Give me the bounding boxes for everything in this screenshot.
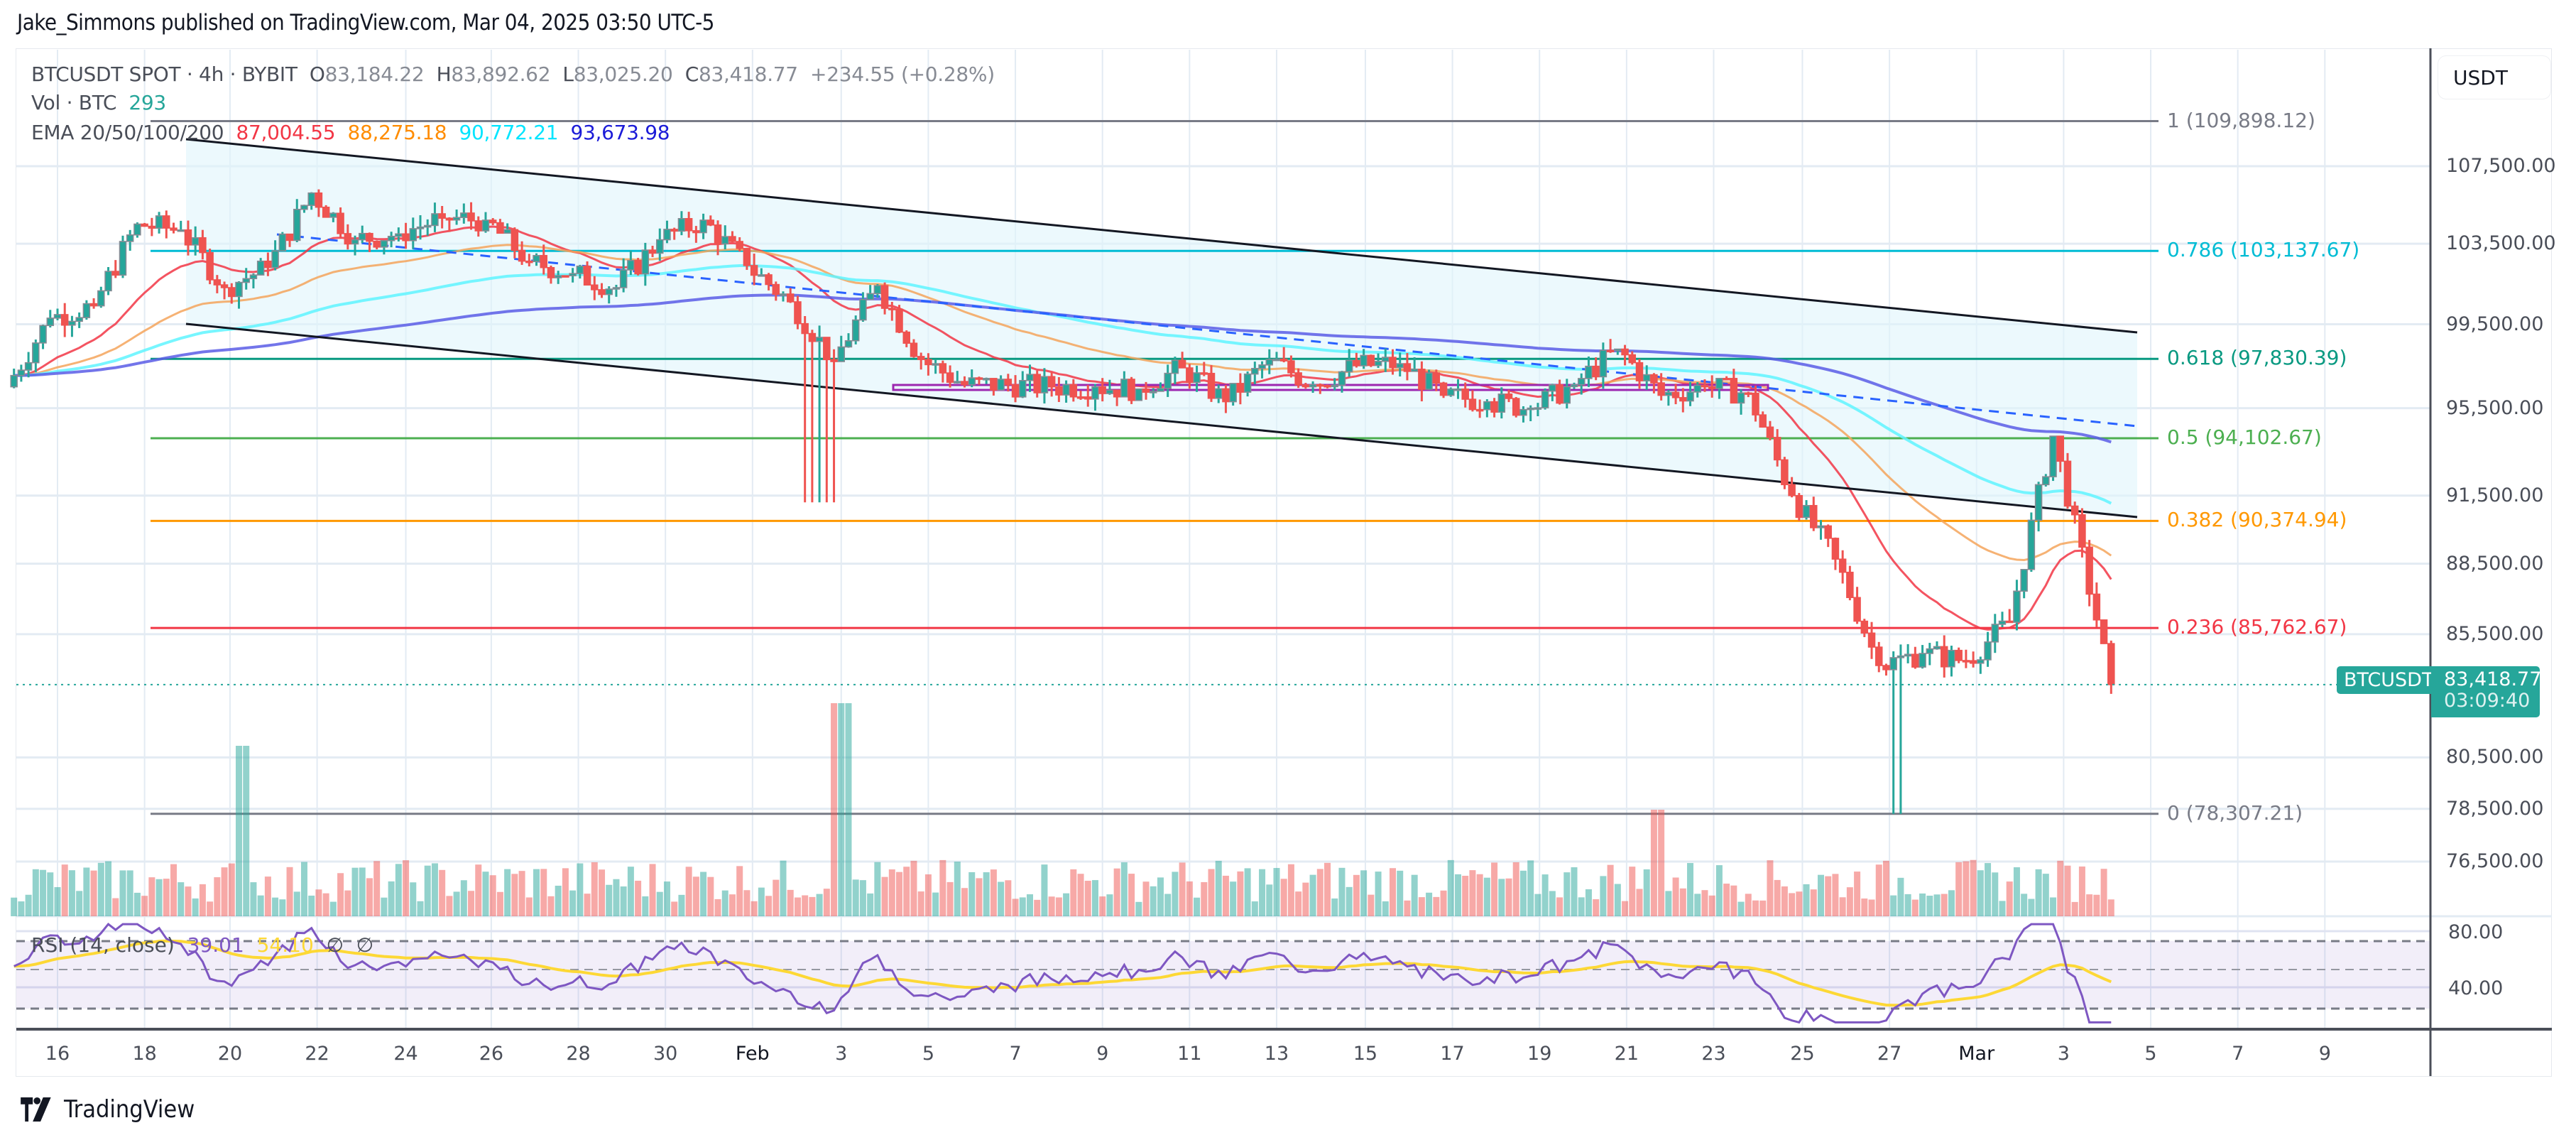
last-price-label: 83,418.77 03:09:40: [2431, 666, 2542, 717]
ema-legend: EMA 20/50/100/200 87,004.55 88,275.18 90…: [31, 121, 670, 144]
rsi-axis-40: 40.00: [2448, 977, 2504, 999]
ema-label[interactable]: EMA 20/50/100/200: [31, 121, 224, 144]
chart-frame: [16, 48, 2552, 1077]
last-price-symbol-tag: BTCUSDT: [2337, 666, 2441, 694]
ema20-value: 87,004.55: [236, 121, 336, 144]
time-tick: 16: [45, 1043, 70, 1065]
ohlc-high: 83,892.62: [451, 63, 551, 86]
ema100-value: 90,772.21: [459, 121, 559, 144]
ema200-value: 93,673.98: [570, 121, 670, 144]
ohlc-open: 83,184.22: [324, 63, 425, 86]
volume-label[interactable]: Vol · BTC: [31, 91, 117, 114]
time-tick: 7: [2232, 1043, 2244, 1065]
time-tick: 18: [132, 1043, 157, 1065]
ema50-value: 88,275.18: [347, 121, 447, 144]
footer-brand: TradingView: [16, 1095, 195, 1124]
published-by-header: Jake_Simmons published on TradingView.co…: [17, 10, 714, 36]
time-tick: 7: [1009, 1043, 1022, 1065]
rsi-label[interactable]: RSI (14, close): [31, 933, 175, 957]
price-tick: 99,500.00: [2446, 313, 2544, 335]
time-tick: 30: [653, 1043, 678, 1065]
candles: [10, 189, 2115, 814]
time-tick: 24: [393, 1043, 418, 1065]
price-tick: 78,500.00: [2446, 797, 2544, 820]
price-tick: 91,500.00: [2446, 484, 2544, 506]
ohlc-low: 83,025.20: [573, 63, 673, 86]
channel-fill: [186, 139, 2137, 517]
price-tick: 80,500.00: [2446, 746, 2544, 769]
time-tick: 26: [479, 1043, 504, 1065]
footer-brand-name: TradingView: [64, 1095, 195, 1124]
time-tick: Feb: [735, 1043, 770, 1065]
rsi-na-1: ∅: [326, 933, 344, 957]
currency-button[interactable]: USDT: [2438, 55, 2551, 99]
time-tick: 15: [1353, 1043, 1378, 1065]
time-tick: 25: [1790, 1043, 1815, 1065]
fib-level-label: 0.618 (97,830.39): [2167, 346, 2347, 370]
time-tick: 9: [2318, 1043, 2331, 1065]
rsi-line: [13, 923, 2112, 1024]
rsi-na-2: ∅: [356, 933, 374, 957]
fib-level-label: 0.5 (94,102.67): [2167, 425, 2322, 450]
time-tick: 17: [1440, 1043, 1465, 1065]
fib-level-label: 0.382 (90,374.94): [2167, 508, 2347, 532]
tradingview-logo-icon: [21, 1097, 51, 1122]
bar-countdown: 03:09:40: [2444, 690, 2531, 712]
price-tick: 95,500.00: [2446, 396, 2544, 419]
rsi-legend: RSI (14, close) 39.01 54.10 ∅ ∅: [31, 933, 373, 957]
time-tick: 13: [1264, 1043, 1289, 1065]
support-zone: [892, 384, 1769, 391]
time-tick: 22: [305, 1043, 329, 1065]
fib-level-label: 0 (78,307.21): [2167, 800, 2303, 825]
volume-legend: Vol · BTC 293: [31, 91, 166, 114]
last-price-value: 83,418.77: [2444, 668, 2542, 690]
ohlc-change: +234.55 (+0.28%): [810, 63, 995, 86]
rsi-value: 39.01: [187, 933, 244, 957]
channel-lower-line: [185, 322, 2138, 519]
price-tick: 85,500.00: [2446, 622, 2544, 645]
symbol-name[interactable]: BTCUSDT SPOT · 4h · BYBIT: [31, 63, 298, 86]
ema-100-line: [13, 264, 2112, 505]
rsi-ma-value: 54.10: [256, 933, 314, 957]
time-tick: 5: [2144, 1043, 2157, 1065]
time-tick: 21: [1614, 1043, 1639, 1065]
time-tick: Mar: [1958, 1043, 1995, 1065]
symbol-legend: BTCUSDT SPOT · 4h · BYBIT O83,184.22 H83…: [31, 63, 995, 86]
fib-level-label: 0.236 (85,762.67): [2167, 615, 2347, 639]
time-tick: 5: [922, 1043, 934, 1065]
time-tick: 27: [1877, 1043, 1902, 1065]
time-tick: 3: [835, 1043, 848, 1065]
price-tick: 107,500.00: [2446, 155, 2556, 177]
rsi-ma-line: [13, 939, 2112, 1007]
volume-bars: [11, 703, 2114, 916]
ohlc-close: 83,418.77: [699, 63, 798, 86]
channel-upper-line: [185, 138, 2138, 334]
price-tick: 103,500.00: [2446, 232, 2556, 255]
fib-level-label: 0.786 (103,137.67): [2167, 238, 2360, 262]
time-tick: 28: [566, 1043, 591, 1065]
volume-value: 293: [129, 91, 166, 114]
price-tick: 76,500.00: [2446, 850, 2544, 872]
fib-level-label: 1 (109,898.12): [2167, 108, 2315, 132]
time-tick: 3: [2057, 1043, 2070, 1065]
time-tick: 19: [1527, 1043, 1552, 1065]
time-tick: 9: [1096, 1043, 1109, 1065]
rsi-axis-80: 80.00: [2448, 921, 2504, 943]
ema-50-line: [13, 244, 2112, 562]
time-tick: 20: [217, 1043, 243, 1065]
time-tick: 23: [1701, 1043, 1726, 1065]
time-tick: 11: [1177, 1043, 1202, 1065]
price-tick: 88,500.00: [2446, 552, 2544, 575]
